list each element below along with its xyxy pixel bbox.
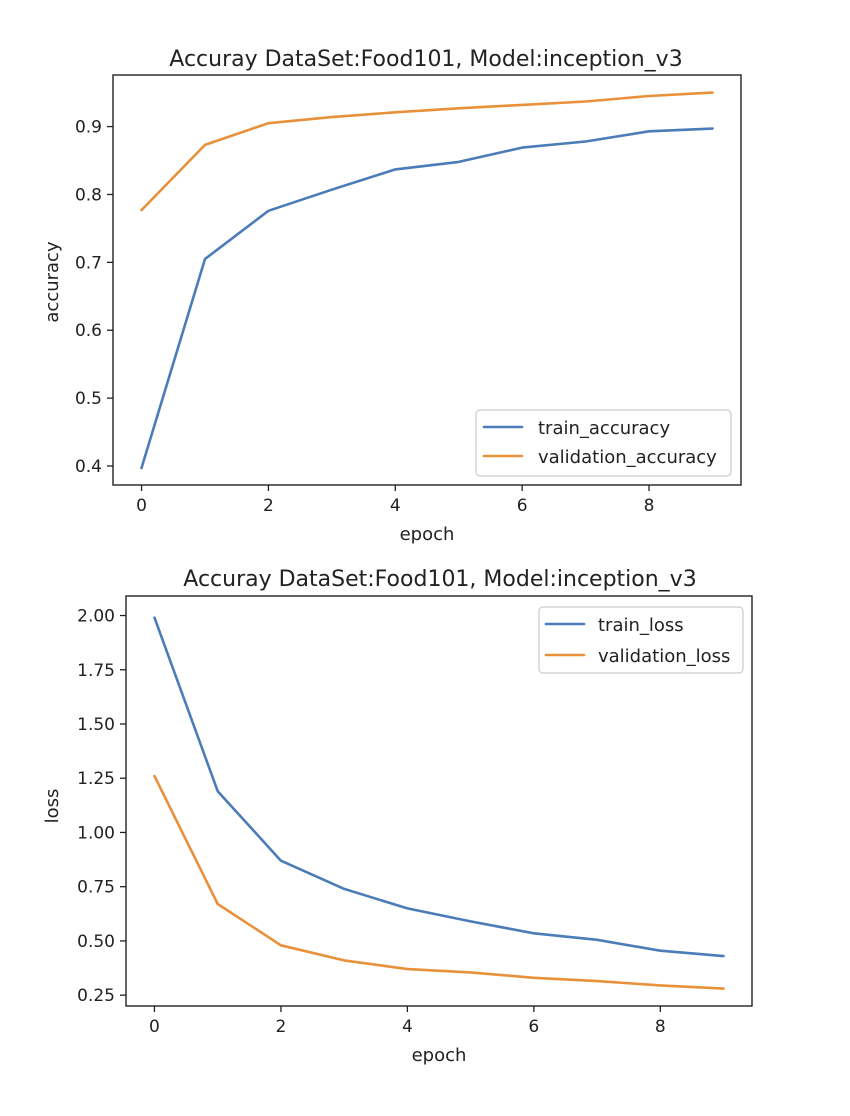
series-line-train-loss [153, 616, 725, 958]
loss-plot-frame [125, 595, 753, 1007]
accuracy-plot-frame [112, 74, 742, 486]
loss-x-axis-label: epoch [412, 1045, 467, 1066]
legend-label-train-accuracy: train_accuracy [538, 418, 670, 439]
accuracy-x-tick-label-6: 6 [517, 496, 528, 516]
loss-y-axis-label: loss [42, 789, 63, 824]
accuracy-y-axis-label: accuracy [42, 241, 63, 323]
loss-y-tick-label-2-00: 2.00 [77, 607, 115, 627]
series-line-validation-accuracy [140, 91, 714, 212]
accuracy-y-tick-label-0-7: 0.7 [75, 253, 102, 273]
loss-legend: train_loss validation_loss [538, 606, 744, 674]
loss-y-tick-label-1-75: 1.75 [77, 661, 115, 681]
loss-y-tick-label-1-50: 1.50 [77, 715, 115, 735]
loss-y-tick-label-1-00: 1.00 [77, 823, 115, 843]
accuracy-y-tick-label-0-6: 0.6 [75, 321, 102, 341]
accuracy-chart-title: Accuray DataSet:Food101, Model:inception… [169, 47, 682, 72]
accuracy-legend-box [475, 409, 732, 477]
legend-label-train-loss: train_loss [598, 615, 684, 636]
accuracy-y-tick-label-0-5: 0.5 [75, 389, 102, 409]
loss-x-tick-label-4: 4 [402, 1017, 413, 1037]
accuracy-chart: Accuray DataSet:Food101, Model:inception… [42, 47, 742, 545]
loss-x-tick-label-6: 6 [528, 1017, 539, 1037]
series-line-validation-loss [153, 774, 725, 990]
loss-y-tick-label-1-25: 1.25 [77, 769, 115, 789]
loss-y-tick-label-0-25: 0.25 [77, 986, 115, 1006]
accuracy-y-tick-label-0-9: 0.9 [75, 118, 102, 138]
accuracy-x-tick-label-0: 0 [136, 496, 147, 516]
loss-x-tick-label-8: 8 [655, 1017, 666, 1037]
loss-legend-box [538, 606, 744, 674]
accuracy-legend: train_accuracy validation_accuracy [475, 409, 732, 477]
loss-series-lines [153, 616, 725, 990]
loss-y-tick-label-0-50: 0.50 [77, 932, 115, 952]
loss-x-tick-label-0: 0 [149, 1017, 160, 1037]
loss-y-tick-label-0-75: 0.75 [77, 878, 115, 898]
accuracy-x-ticks: 0 2 4 6 8 [136, 485, 654, 516]
accuracy-x-tick-label-4: 4 [390, 496, 401, 516]
accuracy-y-ticks: 0.4 0.5 0.6 0.7 0.8 0.9 [75, 118, 113, 477]
accuracy-x-axis-label: epoch [400, 524, 455, 545]
loss-x-ticks: 0 2 4 6 8 [149, 1006, 666, 1037]
accuracy-x-tick-label-8: 8 [644, 496, 655, 516]
accuracy-series-lines [140, 91, 714, 470]
loss-chart-title: Accuray DataSet:Food101, Model:inception… [183, 567, 696, 592]
loss-chart: Accuray DataSet:Food101, Model:inception… [42, 567, 753, 1066]
accuracy-y-tick-label-0-4: 0.4 [75, 457, 102, 477]
accuracy-x-tick-label-2: 2 [263, 496, 274, 516]
loss-y-ticks: 0.25 0.50 0.75 1.00 1.25 1.50 1.75 2.00 [77, 607, 126, 1006]
accuracy-y-tick-label-0-8: 0.8 [75, 185, 102, 205]
legend-label-validation-accuracy: validation_accuracy [538, 447, 717, 468]
legend-label-validation-loss: validation_loss [598, 646, 730, 667]
loss-x-tick-label-2: 2 [276, 1017, 287, 1037]
series-line-train-accuracy [140, 127, 714, 470]
